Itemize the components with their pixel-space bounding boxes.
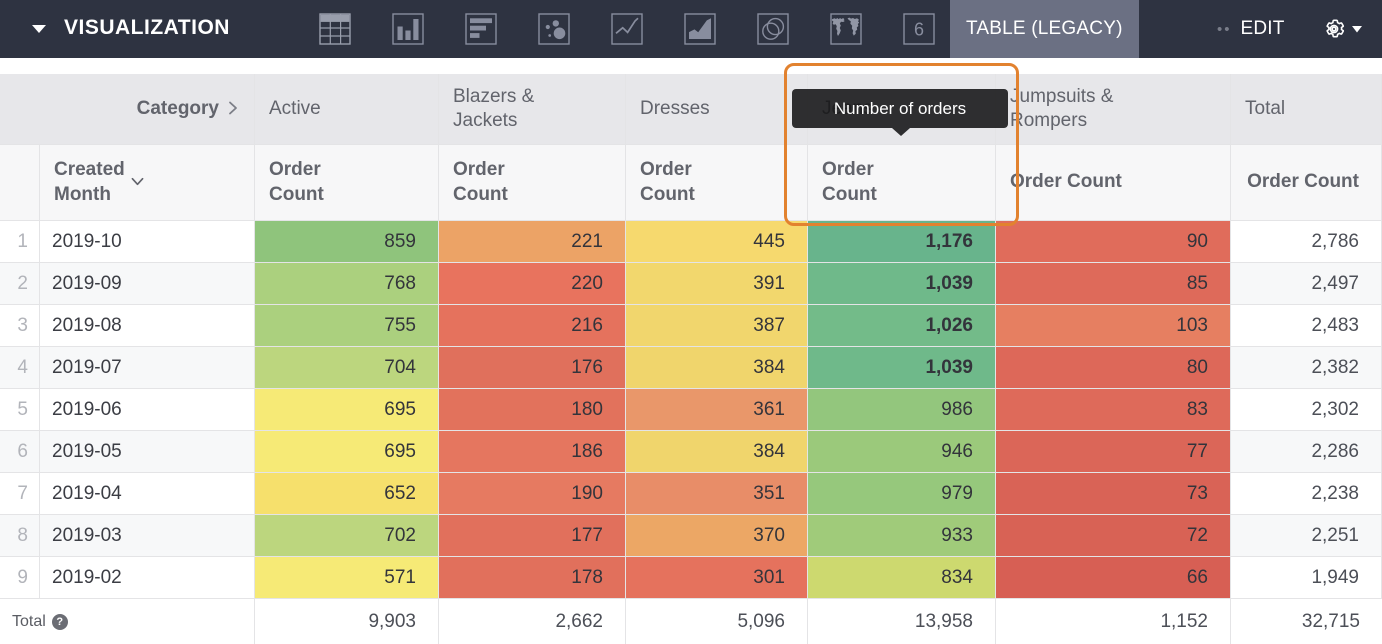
svg-text:6: 6 [914,20,924,40]
